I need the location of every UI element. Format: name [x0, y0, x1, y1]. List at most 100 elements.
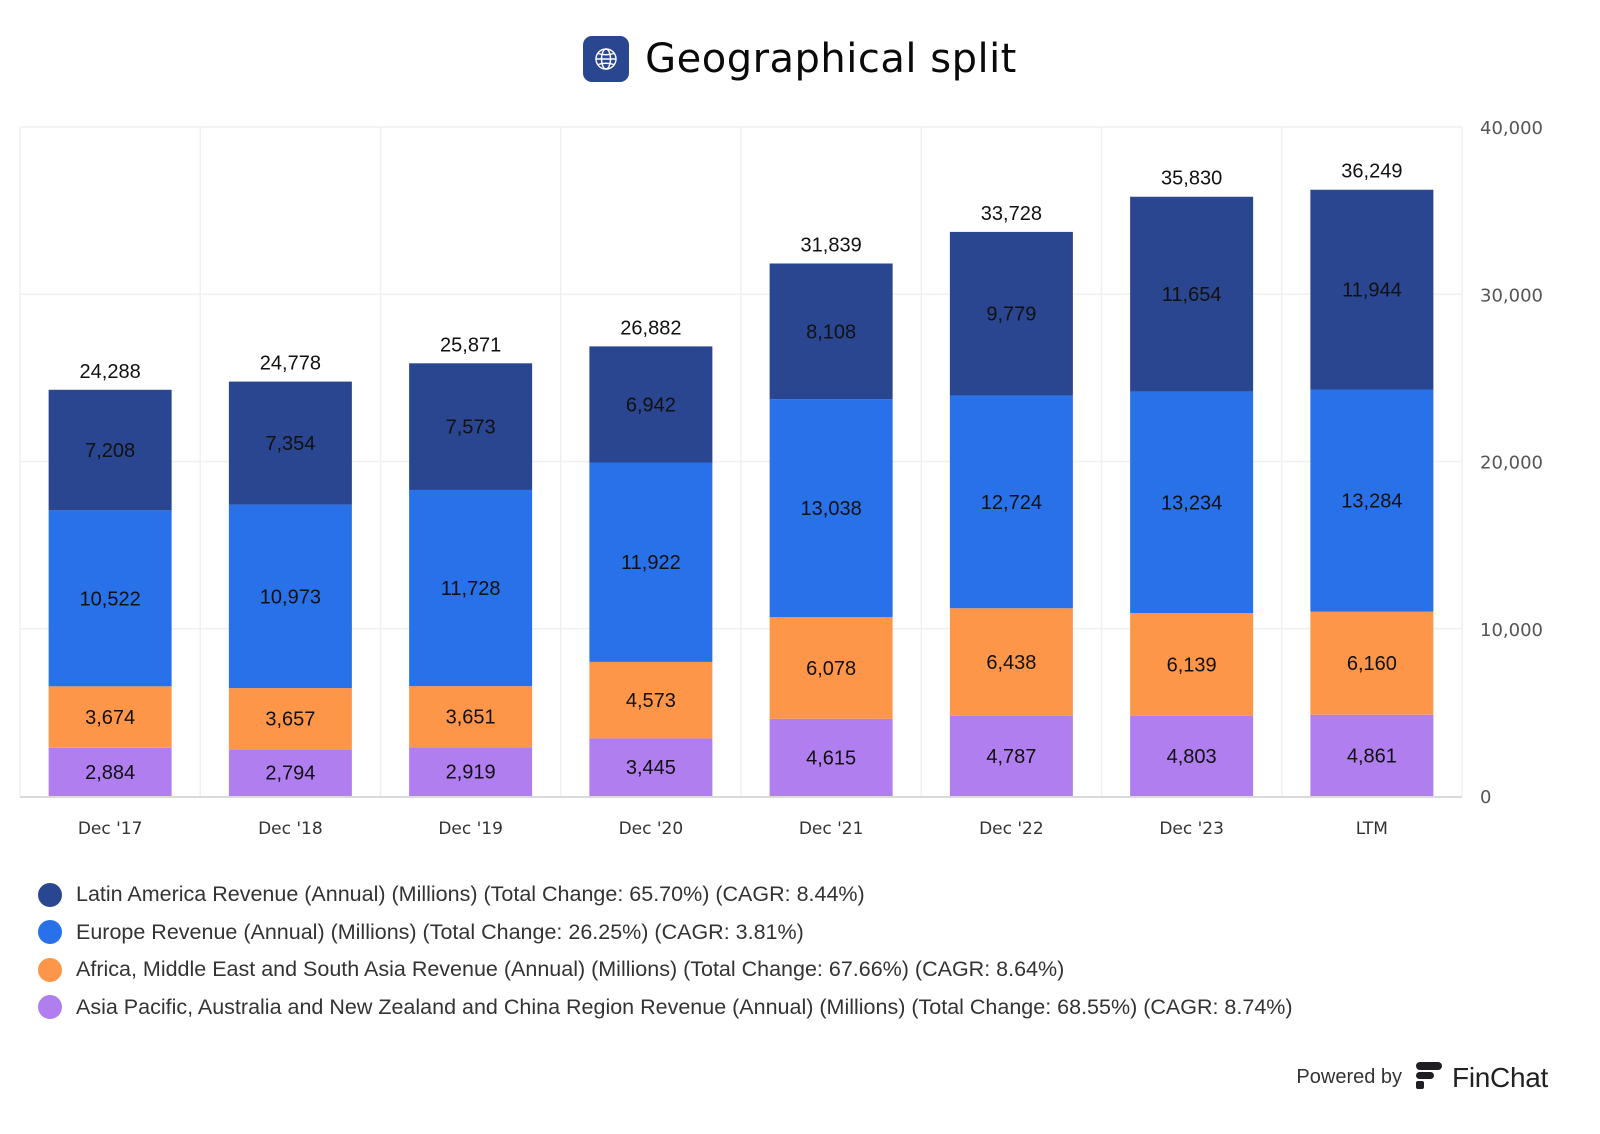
finchat-logo-icon [1414, 1060, 1444, 1095]
segment-value-label: 11,728 [441, 578, 501, 600]
x-tick-label: Dec '18 [258, 819, 323, 839]
axes: 0 10,000 20,000 30,000 40,000 Dec '17 Dec '18 D… [20, 118, 1543, 839]
y-tick-label: 40,000 [1480, 118, 1543, 139]
segment-value-label: 2,794 [265, 763, 315, 785]
bar-segment[interactable] [949, 608, 1073, 716]
segment-value-label: 7,354 [265, 433, 315, 455]
total-value-label: 36,249 [1341, 161, 1402, 183]
segment-value-label: 12,724 [981, 492, 1042, 514]
segment-value-label: 7,208 [85, 440, 135, 462]
segment-value-label: 6,438 [986, 652, 1036, 674]
data-labels: 2,884 3,674 10,522 7,208 24,288 2,794 3,657 10,… [80, 161, 1403, 785]
bar-segment[interactable] [48, 747, 172, 796]
segment-value-label: 13,234 [1161, 492, 1222, 514]
segment-value-label: 4,861 [1347, 745, 1397, 767]
footer: Powered by FinChat [1296, 1060, 1548, 1095]
segment-value-label: 11,654 [1162, 284, 1222, 306]
bar-segment[interactable] [1310, 389, 1434, 612]
x-tick-label: Dec '22 [979, 819, 1044, 839]
segment-value-label: 6,942 [626, 394, 676, 416]
bar-segment[interactable] [1310, 611, 1434, 715]
bar-segment[interactable] [949, 715, 1073, 796]
segment-value-label: 4,787 [986, 746, 1036, 768]
brand-name[interactable]: FinChat [1452, 1061, 1548, 1093]
legend-item-latin-america[interactable]: Latin America Revenue (Annual) (Millions… [38, 876, 1293, 914]
segment-value-label: 2,919 [446, 762, 496, 784]
bar-segment[interactable] [949, 231, 1073, 396]
legend-dot-icon [38, 957, 62, 982]
legend: Latin America Revenue (Annual) (Millions… [38, 876, 1293, 1026]
globe-icon [583, 36, 630, 82]
total-value-label: 26,882 [620, 317, 681, 339]
y-tick-label: 0 [1480, 787, 1491, 808]
y-tick-label: 30,000 [1480, 285, 1543, 306]
bar-segment[interactable] [1130, 196, 1254, 392]
x-tick-label: Dec '17 [78, 819, 143, 839]
powered-by-label: Powered by [1296, 1066, 1403, 1088]
segment-value-label: 11,922 [621, 552, 681, 574]
legend-item-europe[interactable]: Europe Revenue (Annual) (Millions) (Tota… [38, 914, 1293, 952]
segment-value-label: 7,573 [446, 417, 496, 439]
segment-value-label: 13,038 [801, 498, 862, 520]
segment-value-label: 4,803 [1167, 746, 1217, 768]
segment-value-label: 10,522 [80, 588, 141, 610]
x-tick-label: Dec '20 [619, 819, 684, 839]
bar-segment[interactable] [1310, 714, 1434, 796]
bar-segment[interactable] [589, 346, 713, 463]
legend-label: Asia Pacific, Australia and New Zealand … [76, 994, 1293, 1019]
bar-segment[interactable] [1130, 612, 1254, 716]
segment-value-label: 4,573 [626, 690, 676, 712]
segment-value-label: 3,651 [446, 707, 496, 729]
bar-segment[interactable] [1130, 715, 1254, 796]
bar-segment[interactable] [228, 504, 352, 689]
y-tick-label: 20,000 [1480, 453, 1543, 474]
bar-segment[interactable] [769, 263, 893, 400]
total-value-label: 33,728 [981, 203, 1042, 225]
bar-segment[interactable] [228, 381, 352, 505]
bar-segment[interactable] [48, 389, 172, 511]
bar-segment[interactable] [589, 462, 713, 662]
bar-segment[interactable] [1130, 391, 1254, 613]
total-value-label: 24,778 [260, 353, 321, 375]
x-tick-label: Dec '21 [799, 819, 864, 839]
bar-segment[interactable] [409, 686, 533, 748]
x-tick-label: Dec '23 [1159, 819, 1224, 839]
segment-value-label: 6,078 [806, 658, 856, 680]
segment-value-label: 2,884 [85, 762, 135, 784]
bar-segment[interactable] [409, 489, 533, 687]
stacked-bar-chart: 2,884 3,674 10,522 7,208 24,288 2,794 3,657 10,… [19, 118, 1543, 839]
bar-segment[interactable] [589, 661, 713, 739]
bar-segment[interactable] [228, 688, 352, 750]
segment-value-label: 3,674 [85, 707, 135, 729]
bar-segment[interactable] [1310, 189, 1434, 390]
legend-dot-icon [38, 995, 62, 1020]
legend-item-africa-me-sa[interactable]: Africa, Middle East and South Asia Reven… [38, 951, 1293, 989]
bar-segment[interactable] [228, 749, 352, 796]
bar-segment[interactable] [409, 363, 533, 490]
legend-label: Europe Revenue (Annual) (Millions) (Tota… [76, 919, 804, 944]
segment-value-label: 13,284 [1341, 491, 1402, 513]
bar-segment[interactable] [769, 617, 893, 719]
legend-dot-icon [38, 920, 62, 945]
x-tick-label: Dec '19 [438, 819, 503, 839]
bar-segment[interactable] [409, 747, 533, 796]
segment-value-label: 3,657 [265, 709, 315, 731]
segment-value-label: 4,615 [806, 747, 856, 769]
total-value-label: 35,830 [1161, 168, 1222, 190]
total-value-label: 31,839 [801, 234, 862, 256]
segment-value-label: 6,160 [1347, 653, 1397, 675]
total-value-label: 25,871 [440, 334, 501, 356]
bar-segment[interactable] [48, 510, 172, 687]
legend-label: Latin America Revenue (Annual) (Millions… [76, 882, 865, 907]
bar-segment[interactable] [949, 395, 1073, 609]
bar-segment[interactable] [589, 738, 713, 796]
bar-segment[interactable] [48, 686, 172, 748]
bar-segment[interactable] [769, 399, 893, 618]
segment-value-label: 3,445 [626, 757, 676, 779]
segment-value-label: 8,108 [806, 321, 856, 343]
segment-value-label: 10,973 [260, 586, 321, 608]
legend-dot-icon [38, 882, 62, 907]
legend-item-apac[interactable]: Asia Pacific, Australia and New Zealand … [38, 989, 1293, 1027]
bar-segment[interactable] [769, 718, 893, 796]
chart-header: Geographical split [0, 36, 1600, 82]
